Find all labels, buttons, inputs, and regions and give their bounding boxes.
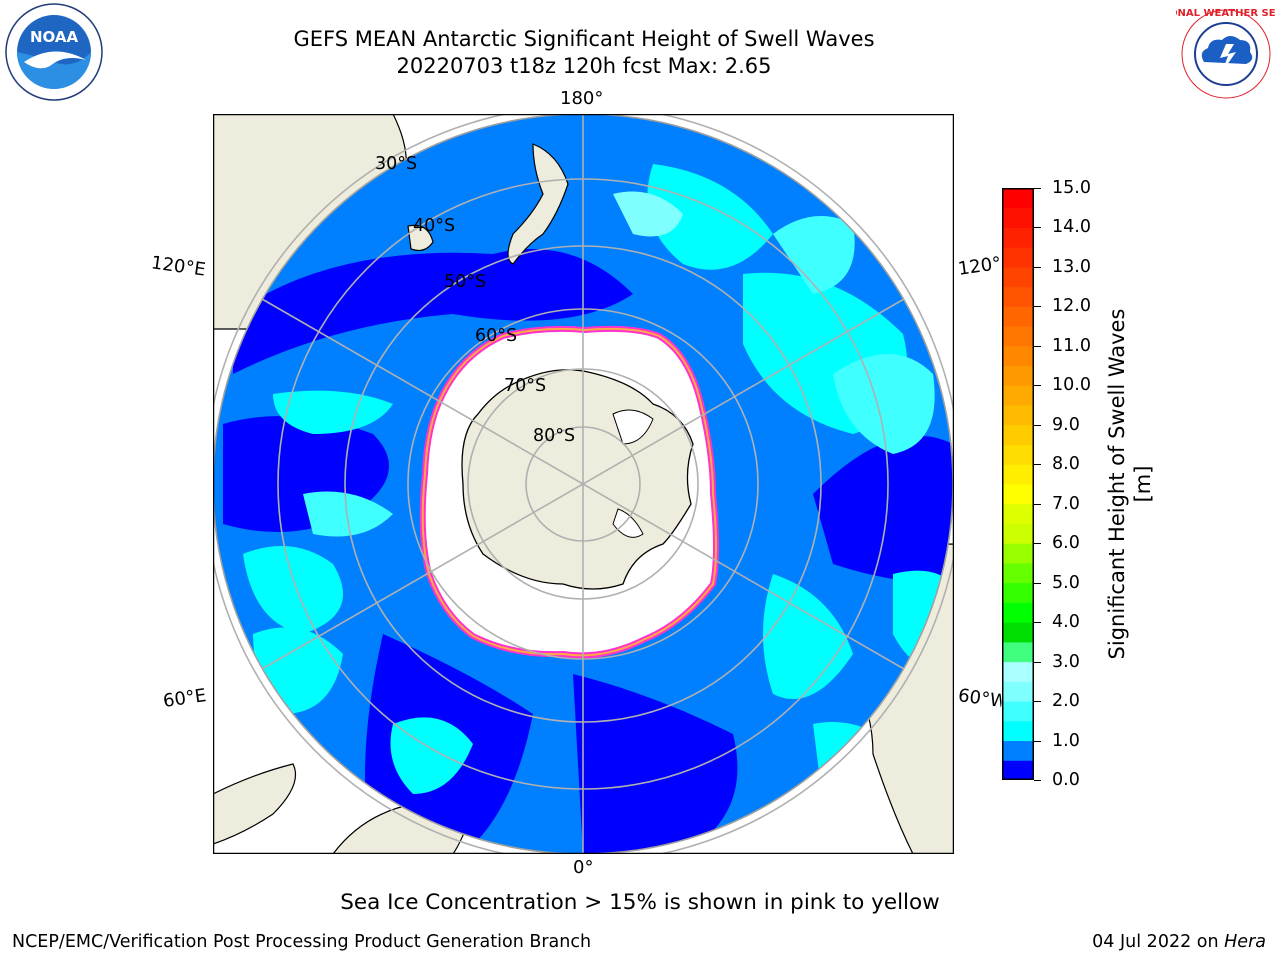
colorbar-tick-mark [1034, 622, 1041, 624]
colorbar-bin [1002, 760, 1034, 781]
colorbar-bin [1002, 266, 1034, 288]
colorbar-bin [1002, 405, 1034, 426]
colorbar-tick-mark [1034, 306, 1041, 308]
chart-title: GEFS MEAN Antarctic Significant Height o… [184, 26, 984, 80]
colorbar-tick-mark [1034, 188, 1041, 189]
colorbar-bin [1002, 661, 1034, 682]
colorbar-bin [1002, 543, 1034, 564]
colorbar-tick-label: 9.0 [1052, 414, 1080, 435]
colorbar-tick-label: 2.0 [1052, 691, 1080, 712]
colorbar-bin [1002, 286, 1034, 307]
lat-label-40: 40°S [413, 216, 455, 236]
nws-logo: NATIONAL WEATHER SERVICE [1143, 4, 1280, 108]
lat-label-70: 70°S [504, 376, 546, 396]
colorbar-tick-mark [1034, 503, 1041, 505]
footer-date: 04 Jul 2022 on Hera [1092, 932, 1266, 952]
colorbar-tick-mark [1034, 701, 1041, 703]
noaa-logo: NOAA [4, 2, 104, 106]
colorbar-tick-label: 8.0 [1052, 454, 1080, 475]
colorbar-bin [1002, 681, 1034, 702]
nws-logo-text: NATIONAL WEATHER SERVICE [1176, 8, 1276, 19]
colorbar-bin [1002, 720, 1034, 742]
colorbar-tick-mark [1034, 345, 1041, 347]
colorbar-bin [1002, 444, 1034, 465]
colorbar-tick-mark [1034, 661, 1041, 663]
colorbar-tick-mark [1034, 780, 1041, 781]
lat-label-60: 60°S [475, 326, 517, 346]
lon-label-120e: 120°E [149, 252, 207, 281]
colorbar-tick-mark [1034, 266, 1041, 268]
colorbar-tick-label: 4.0 [1052, 612, 1080, 633]
lat-label-50: 50°S [444, 272, 486, 292]
colorbar-tick-label: 12.0 [1052, 296, 1091, 317]
colorbar-bin [1002, 523, 1034, 544]
colorbar-bin [1002, 345, 1034, 367]
colorbar-label: Significant Height of Swell Waves [m] [1105, 308, 1155, 660]
colorbar-bin [1002, 306, 1034, 327]
colorbar-bin [1002, 622, 1034, 643]
lon-label-60e: 60°E [161, 685, 208, 712]
colorbar-tick-label: 13.0 [1052, 256, 1091, 277]
colorbar-tick-label: 1.0 [1052, 730, 1080, 751]
lat-label-30: 30°S [375, 154, 417, 174]
colorbar-tick-label: 3.0 [1052, 651, 1080, 672]
sea-ice-note: Sea Ice Concentration > 15% is shown in … [340, 890, 940, 915]
polar-map: 30°S 40°S 50°S 60°S 70°S 80°S [213, 114, 954, 854]
colorbar-tick-mark [1034, 543, 1041, 545]
colorbar-tick-label: 15.0 [1052, 178, 1091, 198]
colorbar-bin [1002, 365, 1034, 386]
colorbar-bin [1002, 385, 1034, 406]
colorbar-tick-mark [1034, 740, 1041, 742]
colorbar-bin [1002, 227, 1034, 248]
colorbar-bin [1002, 740, 1034, 761]
lon-label-60w: 60°W [956, 685, 1004, 712]
colorbar-bin [1002, 464, 1034, 485]
colorbar-border [1002, 188, 1034, 780]
colorbar-tick-label: 6.0 [1052, 533, 1080, 554]
colorbar-tick-label: 11.0 [1052, 335, 1091, 356]
footer-branch: NCEP/EMC/Verification Post Processing Pr… [12, 932, 592, 952]
colorbar-bin [1002, 188, 1034, 209]
colorbar-bin [1002, 701, 1034, 722]
colorbar-tick-label: 7.0 [1052, 493, 1080, 514]
colorbar-bin [1002, 424, 1034, 446]
colorbar-bin [1002, 602, 1034, 623]
colorbar-tick-mark [1034, 385, 1041, 387]
colorbar-tick-label: 5.0 [1052, 572, 1080, 593]
colorbar-bin [1002, 503, 1034, 524]
colorbar-tick-mark [1034, 424, 1041, 426]
colorbar-bin [1002, 641, 1034, 663]
colorbar [1002, 188, 1034, 781]
colorbar-tick-mark [1034, 464, 1041, 466]
colorbar-tick-label: 0.0 [1052, 770, 1080, 790]
colorbar-bin [1002, 207, 1034, 228]
title-line-2: 20220703 t18z 120h fcst Max: 2.65 [396, 54, 772, 78]
colorbar-bin [1002, 247, 1034, 268]
colorbar-tick-mark [1034, 227, 1041, 229]
lon-label-120w: 120°W [956, 253, 1002, 280]
colorbar-tick-mark [1034, 582, 1041, 584]
colorbar-bin [1002, 484, 1034, 505]
colorbar-bin [1002, 562, 1034, 584]
title-line-1: GEFS MEAN Antarctic Significant Height o… [293, 27, 875, 51]
footer-date-text: 04 Jul 2022 on [1092, 932, 1225, 952]
colorbar-tick-label: 14.0 [1052, 217, 1091, 238]
lat-label-80: 80°S [533, 426, 575, 446]
colorbar-tick-label: 10.0 [1052, 375, 1091, 396]
colorbar-bin [1002, 582, 1034, 603]
lon-label-180: 180° [560, 88, 604, 109]
colorbar-bin [1002, 326, 1034, 347]
footer-host: Hera [1224, 932, 1266, 952]
noaa-logo-text: NOAA [30, 28, 79, 46]
lon-label-0: 0° [573, 857, 594, 878]
